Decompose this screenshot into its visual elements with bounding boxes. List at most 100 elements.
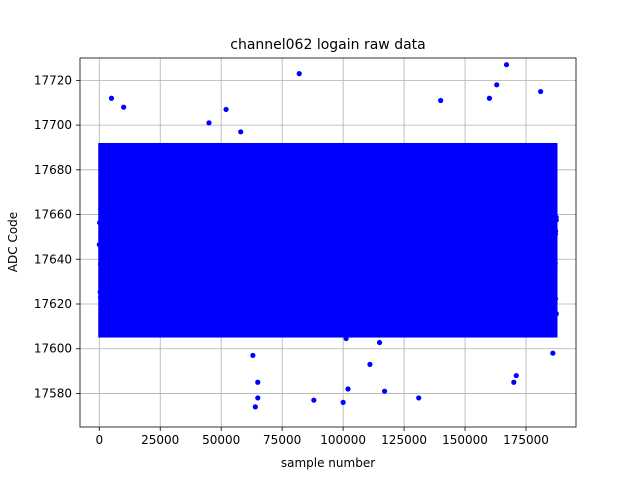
data-point — [376, 276, 382, 282]
data-point — [276, 249, 283, 256]
data-point — [422, 237, 428, 243]
data-point — [125, 203, 132, 209]
data-point — [449, 284, 456, 291]
data-point — [542, 298, 548, 304]
data-point — [462, 213, 468, 219]
data-point — [341, 231, 348, 237]
data-point — [270, 232, 277, 238]
data-point — [499, 254, 505, 261]
data-point — [248, 237, 254, 243]
data-point — [127, 254, 133, 261]
data-point — [331, 250, 337, 256]
data-point — [175, 222, 181, 228]
data-point — [411, 196, 418, 202]
data-point — [445, 243, 451, 249]
data-point — [221, 242, 228, 248]
data-point — [205, 250, 211, 256]
data-point — [140, 198, 146, 204]
data-point — [387, 201, 394, 207]
data-point — [239, 197, 245, 203]
data-point — [200, 299, 206, 306]
data-point — [140, 284, 146, 291]
data-point — [264, 302, 271, 309]
data-point — [488, 242, 494, 248]
data-point — [490, 229, 496, 235]
data-point — [428, 211, 434, 217]
data-point — [496, 248, 502, 254]
data-point — [143, 272, 149, 278]
data-point — [319, 168, 326, 174]
data-point — [534, 259, 540, 265]
data-point — [390, 258, 396, 264]
data-point — [491, 213, 497, 219]
data-point — [445, 264, 451, 270]
data-point — [242, 185, 248, 191]
data-point — [267, 201, 273, 208]
data-point — [394, 311, 400, 317]
data-point — [490, 309, 496, 315]
data-point — [385, 282, 391, 288]
data-point — [516, 259, 522, 265]
data-point — [301, 229, 308, 235]
data-point — [468, 226, 475, 232]
data-point — [197, 278, 203, 284]
data-point — [178, 239, 184, 245]
data-point — [386, 212, 392, 219]
data-point — [394, 274, 401, 280]
data-point — [103, 251, 109, 258]
data-point — [520, 212, 526, 218]
data-point — [136, 255, 142, 261]
data-point — [457, 221, 463, 227]
outlier-point — [108, 95, 115, 101]
data-point — [241, 227, 248, 233]
data-point — [104, 231, 110, 238]
data-point — [175, 250, 181, 256]
data-point — [410, 287, 417, 293]
data-point — [223, 294, 229, 301]
data-point — [380, 255, 386, 261]
data-point — [231, 224, 238, 230]
data-point — [228, 233, 234, 239]
data-point — [316, 285, 323, 291]
data-point — [323, 201, 329, 207]
data-point — [429, 170, 436, 177]
data-point — [353, 239, 359, 245]
data-point — [472, 232, 479, 238]
data-point — [307, 251, 313, 257]
data-point — [302, 260, 309, 266]
data-point — [257, 252, 264, 258]
data-point — [294, 254, 301, 261]
data-point — [545, 256, 551, 262]
data-point — [216, 294, 222, 300]
data-point — [521, 239, 527, 245]
data-point — [284, 220, 290, 226]
data-point — [322, 241, 328, 248]
data-point — [258, 290, 264, 296]
data-point — [341, 215, 348, 221]
data-point — [334, 265, 340, 271]
data-point — [332, 237, 339, 243]
data-point — [310, 243, 316, 249]
data-point — [466, 215, 472, 221]
data-point — [337, 269, 344, 275]
data-point — [386, 242, 392, 248]
data-point — [297, 200, 304, 206]
data-point — [213, 275, 220, 281]
data-point — [311, 279, 317, 286]
data-point — [207, 241, 213, 248]
data-point — [528, 229, 534, 235]
data-point — [436, 222, 442, 228]
data-point — [166, 201, 172, 208]
data-point — [324, 210, 330, 216]
data-point — [164, 236, 171, 242]
data-point — [98, 293, 104, 300]
data-point — [514, 272, 520, 278]
data-point — [287, 253, 293, 259]
data-point — [115, 238, 122, 245]
data-point — [377, 299, 383, 305]
data-point — [268, 268, 275, 274]
data-point — [251, 265, 257, 272]
data-point — [483, 279, 489, 285]
data-point — [111, 252, 117, 258]
data-point — [522, 220, 528, 226]
